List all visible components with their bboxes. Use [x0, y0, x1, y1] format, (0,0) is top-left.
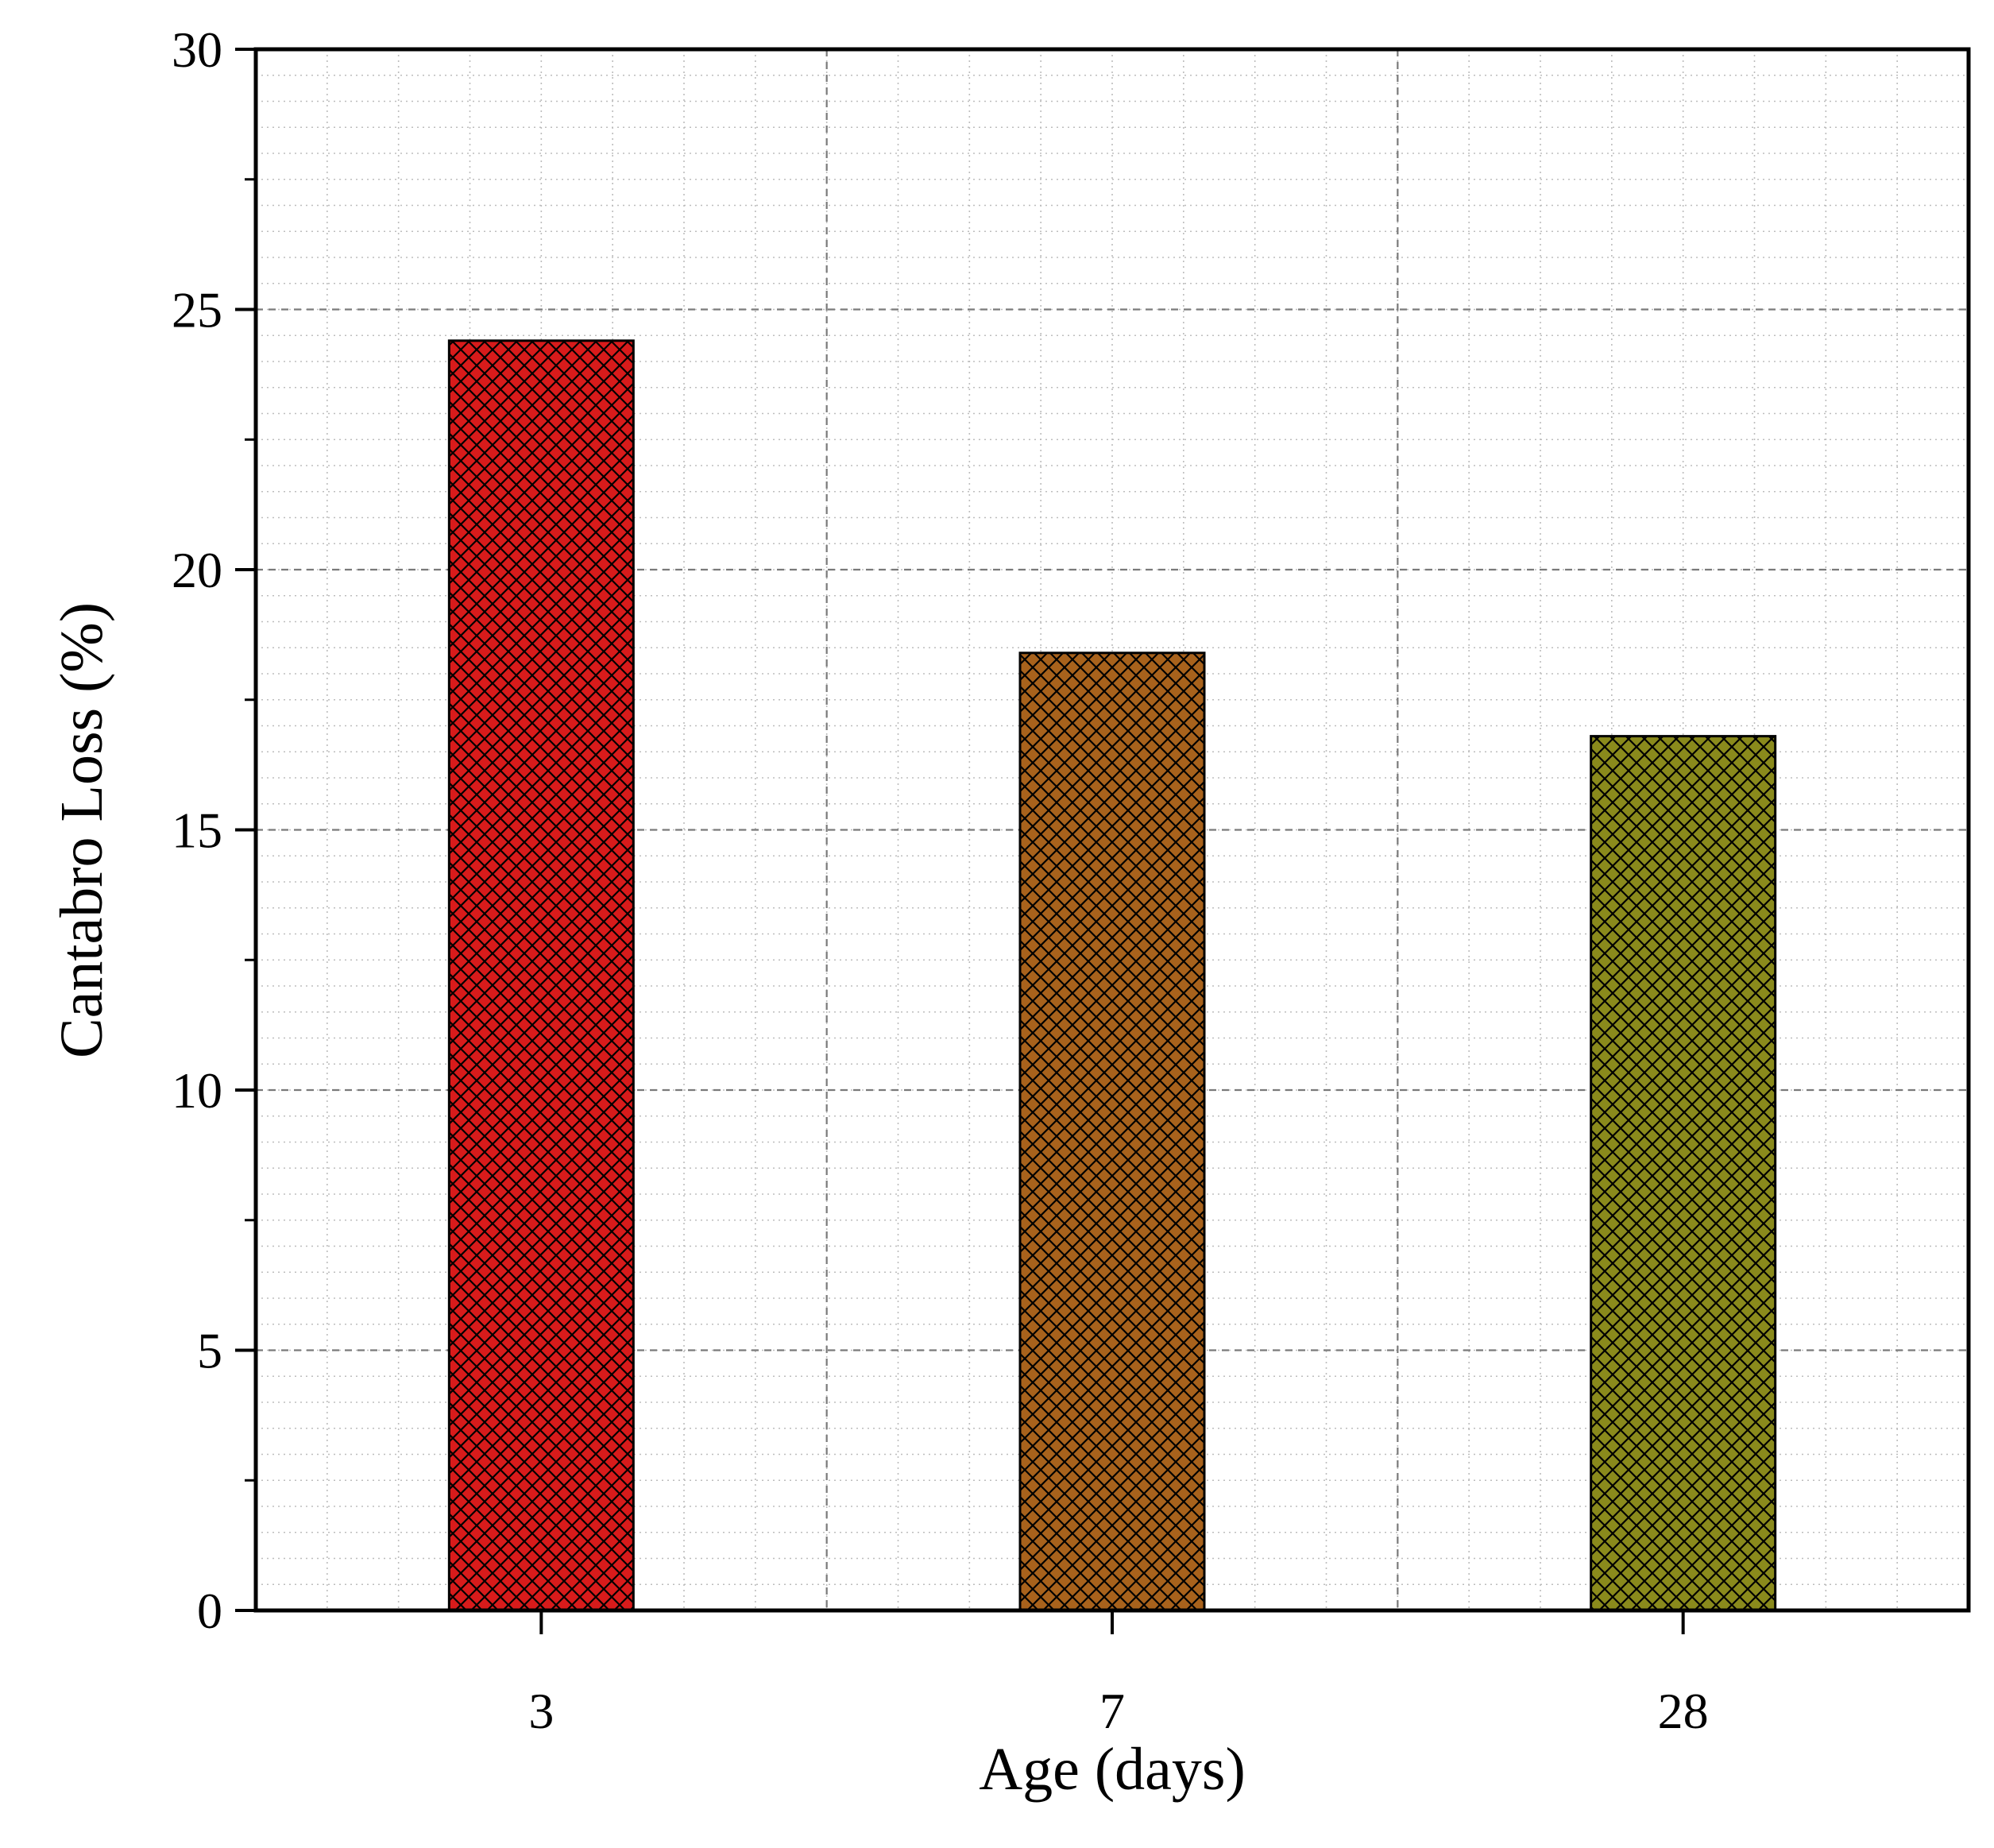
y-tick-label: 30 [172, 21, 222, 78]
y-axis-ticks: 0 5 10 15 20 25 30 [172, 21, 256, 1639]
x-tick-label: 3 [528, 1683, 554, 1739]
y-tick-label: 5 [197, 1323, 222, 1379]
x-axis-ticks: 3 7 28 [528, 1610, 1709, 1739]
y-tick-label: 20 [172, 542, 222, 598]
bars [447, 339, 1777, 1612]
y-tick-label: 15 [172, 802, 222, 859]
y-tick-label: 25 [172, 282, 222, 338]
bar-7 [1018, 651, 1206, 1612]
y-tick-label: 0 [197, 1583, 222, 1639]
x-tick-label: 7 [1099, 1683, 1125, 1739]
bar-3 [447, 339, 635, 1612]
bar-28 [1590, 735, 1777, 1612]
x-tick-label: 28 [1658, 1683, 1709, 1739]
y-tick-label: 10 [172, 1062, 222, 1119]
y-axis-title: Cantabro Loss (%) [48, 602, 115, 1058]
x-axis-title: Age (days) [979, 1736, 1246, 1803]
